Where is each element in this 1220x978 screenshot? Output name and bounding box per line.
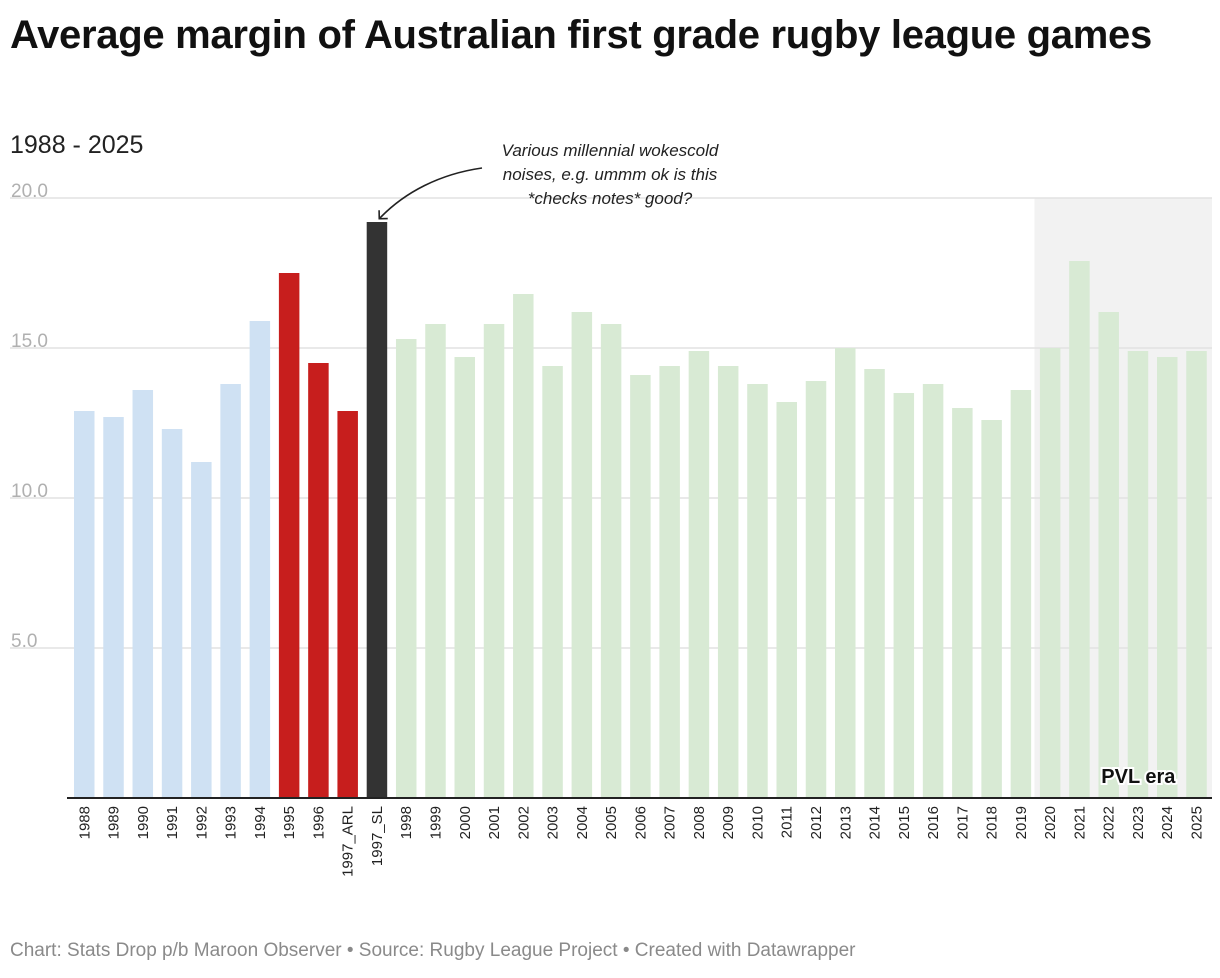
x-tick-label: 2002 <box>515 806 532 839</box>
bar-1994 <box>249 321 271 798</box>
bar-2001 <box>483 324 505 798</box>
x-tick-label: 2013 <box>837 806 854 839</box>
bar-1993 <box>220 384 241 798</box>
x-tick-label: 2022 <box>1101 806 1118 839</box>
bar-2002 <box>513 294 534 798</box>
bar-2012 <box>805 381 827 798</box>
y-tick-label: 15.0 <box>11 331 48 352</box>
bar-1988 <box>74 411 95 798</box>
x-tick-label: 2005 <box>603 806 620 839</box>
bar-1998 <box>395 339 417 798</box>
x-tick-label: 2008 <box>691 806 708 839</box>
bar-1997_ARL <box>337 411 358 798</box>
pvl-era-label: PVL era <box>1101 766 1176 788</box>
x-tick-label: 2007 <box>662 806 679 839</box>
annotation-text-line: Various millennial wokescold <box>502 141 719 160</box>
annotation-text-line: noises, e.g. ummm ok is this <box>503 165 718 184</box>
chart-title: Average margin of Australian first grade… <box>10 13 1152 57</box>
x-tick-label: 2024 <box>1159 806 1176 839</box>
x-tick-label: 2000 <box>457 806 474 839</box>
x-tick-label: 2009 <box>720 806 737 839</box>
x-tick-label: 2023 <box>1130 806 1147 839</box>
x-tick-label: 1993 <box>223 806 240 839</box>
y-tick-label: 5.0 <box>11 631 37 652</box>
x-tick-label: 2014 <box>867 806 884 839</box>
x-tick-label: 2016 <box>925 806 942 839</box>
x-tick-label: 1994 <box>252 806 269 839</box>
x-tick-label: 1998 <box>398 806 415 839</box>
bar-1997_SL <box>366 222 388 798</box>
bar-2010 <box>747 384 768 798</box>
x-tick-label: 2006 <box>632 806 649 839</box>
x-tick-label: 1997_SL <box>369 806 386 866</box>
x-tick-label: 2015 <box>896 806 913 839</box>
x-tick-label: 1995 <box>281 806 298 839</box>
bar-2025 <box>1186 351 1207 798</box>
bar-2014 <box>864 369 885 798</box>
x-tick-label: 1988 <box>76 806 93 839</box>
x-tick-label: 2004 <box>574 806 591 839</box>
x-tick-label: 1989 <box>106 806 123 839</box>
bar-2000 <box>454 357 476 798</box>
annotation-arrow <box>378 167 483 220</box>
x-tick-label: 1991 <box>164 806 181 839</box>
bar-2006 <box>630 375 651 798</box>
bar-1990 <box>132 390 154 798</box>
bar-2022 <box>1098 312 1119 798</box>
x-tick-label: 1996 <box>310 806 327 839</box>
bar-2015 <box>893 393 915 798</box>
x-tick-label: 2019 <box>1013 806 1030 839</box>
x-tick-label: 2011 <box>779 806 796 838</box>
bar-1992 <box>191 462 212 798</box>
bar-2009 <box>717 366 739 798</box>
x-tick-label: 2001 <box>486 806 503 839</box>
bar-2005 <box>600 324 622 798</box>
bar-2007 <box>659 366 680 798</box>
bar-1999 <box>425 324 446 798</box>
x-tick-label: 2003 <box>545 806 562 839</box>
bar-1995 <box>278 273 300 798</box>
y-tick-label: 20.0 <box>11 181 48 202</box>
bar-2023 <box>1127 351 1149 798</box>
x-tick-label: 2021 <box>1071 806 1088 839</box>
x-tick-label: 2012 <box>808 806 825 839</box>
bar-2021 <box>1069 261 1090 798</box>
bar-2020 <box>1039 348 1061 798</box>
x-tick-label: 1999 <box>427 806 444 839</box>
bar-2016 <box>922 384 944 798</box>
bar-2011 <box>776 402 797 798</box>
bar-2017 <box>952 408 973 798</box>
x-tick-label: 1990 <box>135 806 152 839</box>
bar-2024 <box>1156 357 1178 798</box>
x-tick-label: 1997_ARL <box>340 806 357 877</box>
x-tick-label: 2020 <box>1042 806 1059 839</box>
annotation-text-line: *checks notes* good? <box>528 189 693 208</box>
x-tick-label: 2010 <box>749 806 766 839</box>
bar-1991 <box>161 429 183 798</box>
bar-2004 <box>571 312 593 798</box>
bar-2003 <box>542 366 563 798</box>
x-tick-label: 2017 <box>954 806 971 839</box>
bar-2018 <box>981 420 1002 798</box>
x-tick-label: 2025 <box>1189 806 1206 839</box>
chart-subtitle: 1988 - 2025 <box>10 131 144 159</box>
bar-2013 <box>835 348 856 798</box>
chart-footer: Chart: Stats Drop p/b Maroon Observer • … <box>10 940 856 961</box>
bar-chart: 5.0 10.0 15.0 20.0 1988 1989 1990 1991 1992 1993… <box>10 141 1212 877</box>
x-tick-label: 1992 <box>193 806 210 839</box>
bar-2008 <box>688 351 710 798</box>
y-tick-label: 10.0 <box>11 481 48 502</box>
bar-1996 <box>308 363 329 798</box>
bar-1989 <box>103 417 124 798</box>
bar-2019 <box>1010 390 1032 798</box>
x-tick-label: 2018 <box>984 806 1001 839</box>
